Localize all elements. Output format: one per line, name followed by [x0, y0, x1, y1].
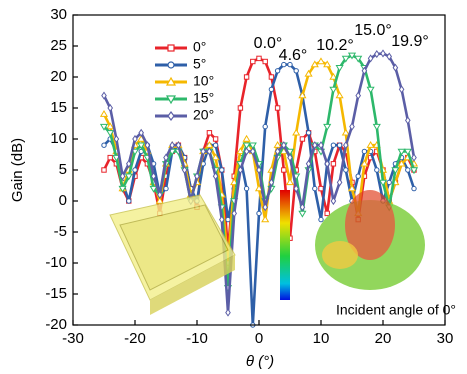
marker	[344, 168, 348, 172]
colorbar	[280, 190, 290, 300]
pattern-sidelobe	[322, 241, 358, 269]
y-tick-label: -15	[45, 285, 67, 302]
y-tick-label: 30	[50, 6, 67, 23]
marker	[269, 87, 273, 91]
marker	[412, 186, 416, 190]
marker	[101, 111, 107, 116]
legend-marker	[168, 112, 174, 120]
marker	[299, 211, 305, 216]
marker	[367, 87, 373, 92]
legend-label: 20°	[193, 107, 214, 123]
legend-label: 0°	[193, 39, 206, 55]
marker	[406, 168, 410, 172]
marker	[251, 59, 255, 63]
marker	[207, 131, 211, 135]
y-tick-label: -5	[54, 223, 67, 240]
x-tick-label: -20	[124, 330, 146, 347]
peak-annotation: 10.2°	[316, 37, 354, 54]
legend-marker	[168, 62, 174, 68]
marker	[257, 211, 261, 215]
marker	[102, 168, 106, 172]
marker	[282, 168, 286, 172]
pattern-inset	[315, 190, 425, 290]
marker	[362, 149, 366, 153]
y-tick-label: 0	[59, 192, 67, 209]
marker	[213, 137, 217, 141]
marker	[324, 124, 330, 129]
marker	[381, 50, 385, 56]
marker	[257, 56, 261, 60]
marker	[263, 124, 267, 128]
x-tick-label: -10	[186, 330, 208, 347]
legend-label: 10°	[193, 73, 214, 89]
marker	[318, 58, 324, 63]
marker	[262, 216, 268, 221]
peak-annotation: 15.0°	[354, 22, 392, 39]
marker	[319, 217, 323, 221]
marker	[108, 155, 112, 159]
marker	[287, 179, 293, 184]
marker	[226, 309, 230, 315]
x-axis-label: θ (°)	[246, 353, 274, 370]
marker	[238, 106, 242, 110]
legend-label: 5°	[193, 56, 206, 72]
x-tick-label: 0	[255, 330, 263, 347]
page: {"chart_data": {"type": "line", "x_label…	[0, 0, 467, 374]
marker	[127, 199, 131, 203]
marker	[244, 75, 248, 79]
marker	[275, 69, 279, 73]
x-tick-label: 20	[375, 330, 392, 347]
marker	[387, 180, 391, 184]
legend-label: 15°	[193, 90, 214, 106]
marker	[269, 75, 273, 79]
marker	[375, 168, 379, 172]
peak-annotation: 19.9°	[391, 33, 429, 50]
marker	[313, 186, 317, 190]
marker	[164, 186, 168, 190]
marker	[374, 124, 380, 129]
marker	[300, 137, 304, 141]
marker	[213, 143, 217, 147]
marker	[337, 143, 341, 147]
peak-annotation: 4.6°	[279, 47, 308, 64]
marker	[356, 174, 360, 178]
marker	[263, 59, 267, 63]
y-tick-label: 25	[50, 37, 67, 54]
x-tick-label: -30	[62, 330, 84, 347]
y-tick-label: 15	[50, 99, 67, 116]
legend-marker	[168, 45, 174, 51]
marker	[133, 168, 137, 172]
y-tick-label: 10	[50, 130, 67, 147]
marker	[343, 130, 349, 135]
marker	[331, 143, 335, 147]
y-tick-label: -10	[45, 254, 67, 271]
marker	[319, 186, 323, 190]
marker	[102, 143, 106, 147]
x-tick-label: 30	[437, 330, 454, 347]
antenna-inset	[110, 195, 235, 315]
marker	[294, 69, 298, 73]
inset-label: Incident angle of 0°	[336, 302, 456, 318]
marker	[293, 130, 299, 135]
marker	[226, 217, 230, 221]
y-tick-label: 5	[59, 161, 67, 178]
y-axis-label: Gain (dB)	[9, 138, 26, 202]
marker	[325, 211, 329, 215]
x-tick-label: 10	[313, 330, 330, 347]
marker	[336, 92, 342, 97]
marker	[330, 87, 336, 92]
marker	[306, 131, 310, 135]
colorbar-inset	[280, 190, 290, 300]
marker	[243, 136, 249, 141]
marker	[331, 162, 335, 166]
marker	[220, 168, 224, 172]
marker	[336, 66, 342, 71]
y-tick-label: 20	[50, 68, 67, 85]
marker	[275, 106, 279, 110]
marker	[244, 186, 248, 190]
chart: Incident angle of 0° θ (°) Gain (dB) -20…	[0, 0, 467, 374]
